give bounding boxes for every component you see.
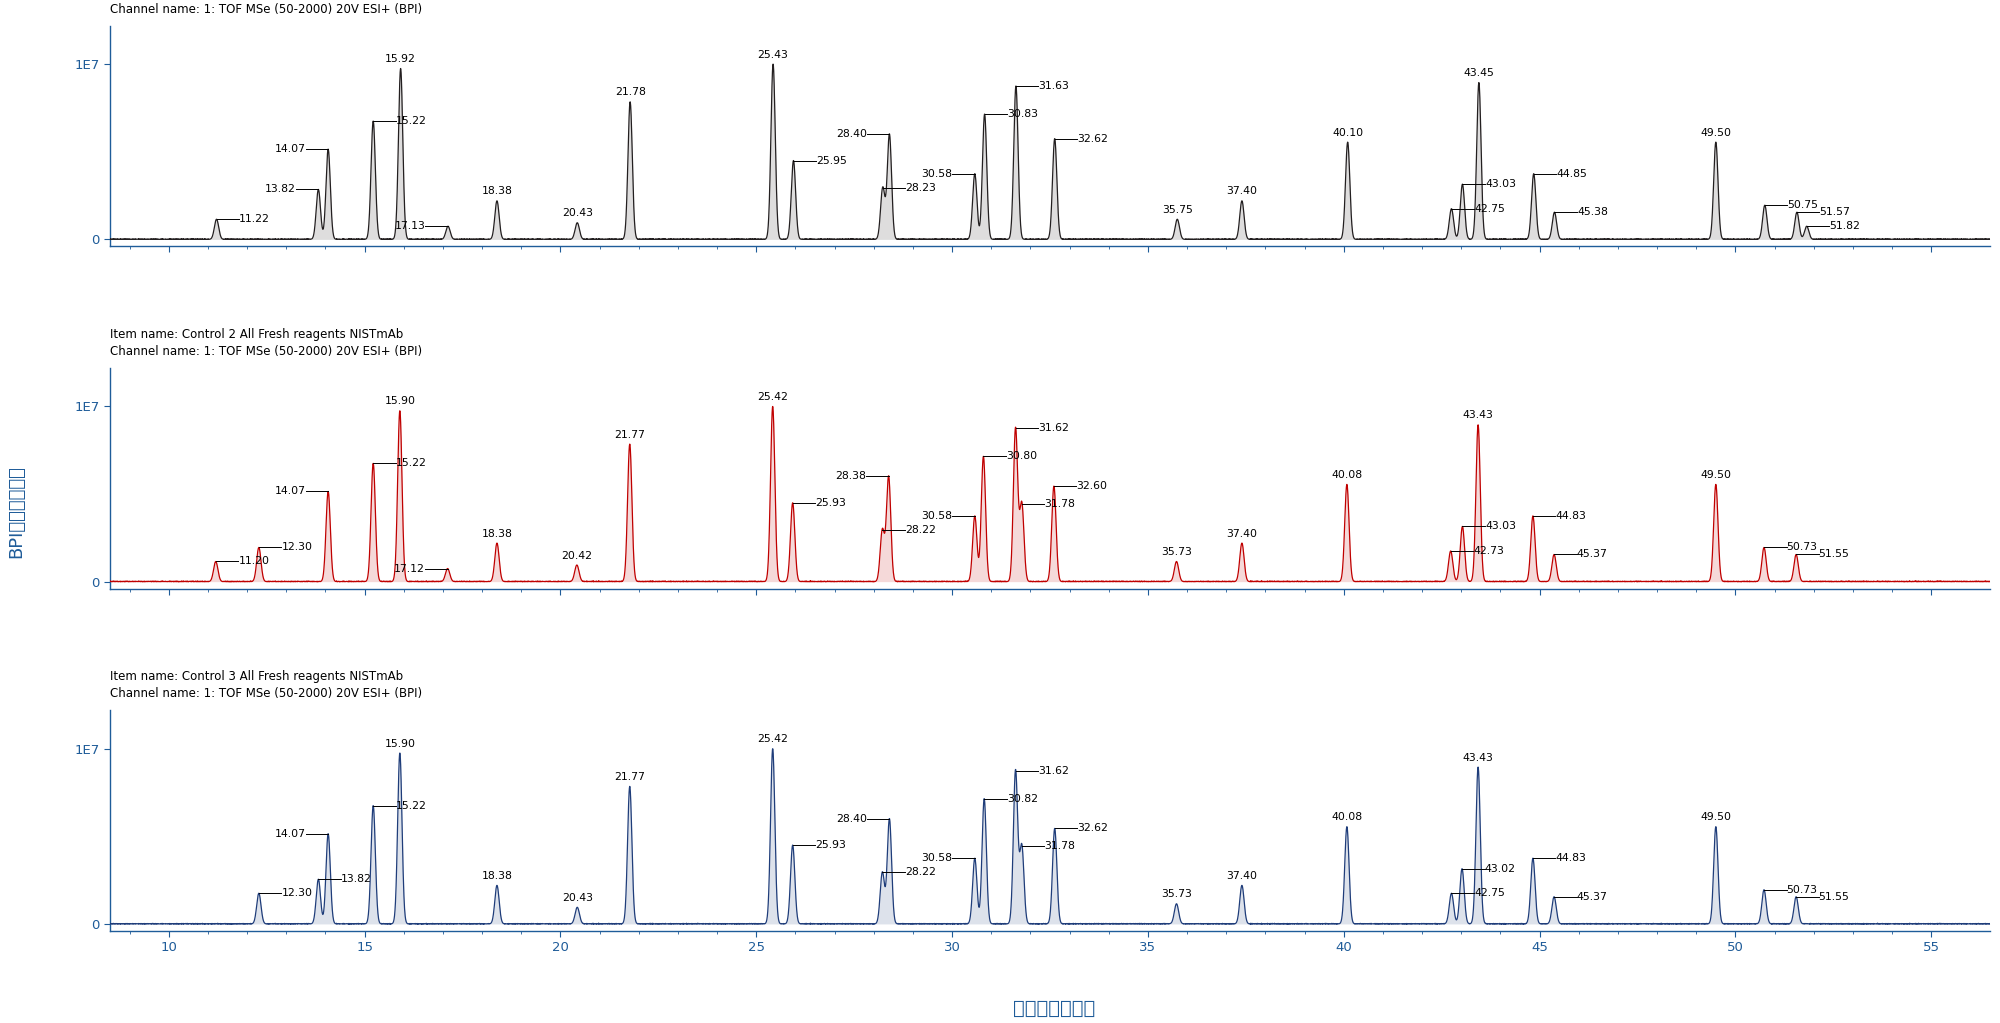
Text: 43.45: 43.45 bbox=[1464, 69, 1494, 78]
Text: 保持時間（分）: 保持時間（分） bbox=[1012, 998, 1096, 1018]
Text: 35.73: 35.73 bbox=[1162, 889, 1192, 899]
Text: 11.20: 11.20 bbox=[238, 557, 270, 567]
Text: 25.95: 25.95 bbox=[816, 155, 846, 166]
Text: 15.22: 15.22 bbox=[396, 801, 426, 810]
Text: 42.75: 42.75 bbox=[1474, 204, 1504, 214]
Text: 31.78: 31.78 bbox=[1044, 498, 1076, 508]
Text: 45.37: 45.37 bbox=[1576, 549, 1608, 560]
Text: 20.43: 20.43 bbox=[562, 893, 592, 903]
Text: 31.62: 31.62 bbox=[1038, 765, 1068, 775]
Text: 35.73: 35.73 bbox=[1162, 547, 1192, 558]
Text: 28.22: 28.22 bbox=[904, 868, 936, 877]
Text: 25.93: 25.93 bbox=[816, 840, 846, 850]
Text: Item name: Control 3 All Fresh reagents NISTmAb
Channel name: 1: TOF MSe (50-200: Item name: Control 3 All Fresh reagents … bbox=[110, 670, 422, 701]
Text: 18.38: 18.38 bbox=[482, 529, 512, 539]
Text: 45.38: 45.38 bbox=[1578, 208, 1608, 217]
Text: 32.62: 32.62 bbox=[1078, 824, 1108, 834]
Text: 49.50: 49.50 bbox=[1700, 812, 1732, 822]
Text: 30.58: 30.58 bbox=[922, 510, 952, 521]
Text: 35.75: 35.75 bbox=[1162, 205, 1192, 215]
Text: Item name: Control 2 All Fresh reagents NISTmAb
Channel name: 1: TOF MSe (50-200: Item name: Control 2 All Fresh reagents … bbox=[110, 328, 422, 358]
Text: 43.43: 43.43 bbox=[1462, 410, 1494, 420]
Text: 18.38: 18.38 bbox=[482, 186, 512, 196]
Text: 30.58: 30.58 bbox=[922, 853, 952, 863]
Text: 13.82: 13.82 bbox=[340, 875, 372, 884]
Text: 14.07: 14.07 bbox=[274, 486, 306, 496]
Text: 30.58: 30.58 bbox=[922, 169, 952, 179]
Text: 44.83: 44.83 bbox=[1556, 510, 1586, 521]
Text: 50.73: 50.73 bbox=[1786, 542, 1818, 552]
Text: 28.40: 28.40 bbox=[836, 813, 866, 824]
Text: 14.07: 14.07 bbox=[274, 829, 306, 839]
Text: 44.85: 44.85 bbox=[1556, 169, 1588, 179]
Text: 31.62: 31.62 bbox=[1038, 424, 1068, 434]
Text: 18.38: 18.38 bbox=[482, 871, 512, 881]
Text: 49.50: 49.50 bbox=[1700, 128, 1732, 138]
Text: 43.03: 43.03 bbox=[1484, 522, 1516, 531]
Text: 30.83: 30.83 bbox=[1008, 109, 1038, 119]
Text: 21.77: 21.77 bbox=[614, 430, 646, 440]
Text: 49.50: 49.50 bbox=[1700, 470, 1732, 480]
Text: 40.08: 40.08 bbox=[1332, 812, 1362, 822]
Text: 17.12: 17.12 bbox=[394, 564, 426, 574]
Text: 28.40: 28.40 bbox=[836, 129, 866, 139]
Text: 17.13: 17.13 bbox=[394, 221, 426, 231]
Text: Item name: Control 1 All Fresh reagents NISTmAb
Channel name: 1: TOF MSe (50-200: Item name: Control 1 All Fresh reagents … bbox=[110, 0, 422, 15]
Text: 25.43: 25.43 bbox=[758, 50, 788, 59]
Text: 21.77: 21.77 bbox=[614, 772, 646, 782]
Text: 31.78: 31.78 bbox=[1044, 841, 1076, 851]
Text: 25.42: 25.42 bbox=[758, 735, 788, 745]
Text: 15.90: 15.90 bbox=[384, 396, 416, 406]
Text: 51.57: 51.57 bbox=[1820, 208, 1850, 217]
Text: 44.83: 44.83 bbox=[1556, 853, 1586, 863]
Text: 37.40: 37.40 bbox=[1226, 529, 1258, 539]
Text: 50.73: 50.73 bbox=[1786, 885, 1818, 895]
Text: 32.60: 32.60 bbox=[1076, 481, 1108, 491]
Text: 45.37: 45.37 bbox=[1576, 892, 1608, 901]
Text: 43.03: 43.03 bbox=[1484, 179, 1516, 189]
Text: 50.75: 50.75 bbox=[1788, 201, 1818, 210]
Text: 28.38: 28.38 bbox=[836, 472, 866, 482]
Text: 32.62: 32.62 bbox=[1078, 134, 1108, 143]
Text: BPI（カウント）: BPI（カウント） bbox=[6, 465, 26, 558]
Text: 12.30: 12.30 bbox=[282, 542, 312, 552]
Text: 14.07: 14.07 bbox=[274, 144, 306, 154]
Text: 15.22: 15.22 bbox=[396, 458, 426, 469]
Text: 25.93: 25.93 bbox=[816, 498, 846, 507]
Text: 30.82: 30.82 bbox=[1006, 794, 1038, 804]
Text: 42.75: 42.75 bbox=[1474, 888, 1504, 898]
Text: 28.22: 28.22 bbox=[904, 525, 936, 535]
Text: 40.10: 40.10 bbox=[1332, 128, 1364, 138]
Text: 28.23: 28.23 bbox=[906, 183, 936, 192]
Text: 37.40: 37.40 bbox=[1226, 871, 1258, 881]
Text: 15.92: 15.92 bbox=[386, 54, 416, 64]
Text: 15.22: 15.22 bbox=[396, 116, 426, 126]
Text: 51.55: 51.55 bbox=[1818, 549, 1850, 560]
Text: 20.43: 20.43 bbox=[562, 209, 592, 218]
Text: 12.30: 12.30 bbox=[282, 888, 312, 898]
Text: 51.55: 51.55 bbox=[1818, 892, 1850, 901]
Text: 25.42: 25.42 bbox=[758, 392, 788, 402]
Text: 31.63: 31.63 bbox=[1038, 81, 1070, 91]
Text: 13.82: 13.82 bbox=[264, 184, 296, 194]
Text: 37.40: 37.40 bbox=[1226, 186, 1258, 196]
Text: 11.22: 11.22 bbox=[240, 214, 270, 224]
Text: 42.73: 42.73 bbox=[1474, 546, 1504, 555]
Text: 51.82: 51.82 bbox=[1830, 221, 1860, 231]
Text: 15.90: 15.90 bbox=[384, 739, 416, 749]
Text: 43.43: 43.43 bbox=[1462, 753, 1494, 763]
Text: 30.80: 30.80 bbox=[1006, 451, 1038, 461]
Text: 20.42: 20.42 bbox=[562, 550, 592, 561]
Text: 40.08: 40.08 bbox=[1332, 470, 1362, 480]
Text: 43.02: 43.02 bbox=[1484, 863, 1516, 874]
Text: 21.78: 21.78 bbox=[614, 87, 646, 97]
